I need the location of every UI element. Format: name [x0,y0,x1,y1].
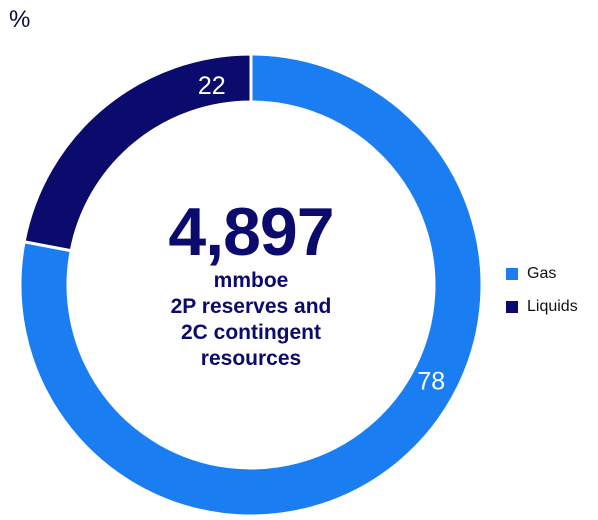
center-line-2: 2P reserves and [170,295,332,318]
slice-liquids[interactable] [22,52,253,253]
unit-label: % [9,6,31,33]
legend-item-liquids[interactable]: Liquids [506,296,578,317]
center-line-4: resources [200,347,302,370]
slice-label-gas: 78 [417,368,445,396]
legend-item-gas[interactable]: Gas [506,263,578,284]
center-line-unit: mmboe [213,269,289,292]
legend-swatch-liquids [506,300,518,313]
center-total-value: 4,897 [168,194,334,270]
legend-swatch-gas [506,267,518,280]
legend: Gas Liquids [506,263,578,329]
slice-gas[interactable] [18,52,484,518]
legend-label-gas: Gas [527,264,557,282]
slice-label-liquids: 22 [198,72,226,100]
center-label: 4,897 mmboe 2P reserves and 2C contingen… [136,196,366,372]
center-line-3: 2C contingent [181,321,321,344]
legend-label-liquids: Liquids [527,297,578,315]
